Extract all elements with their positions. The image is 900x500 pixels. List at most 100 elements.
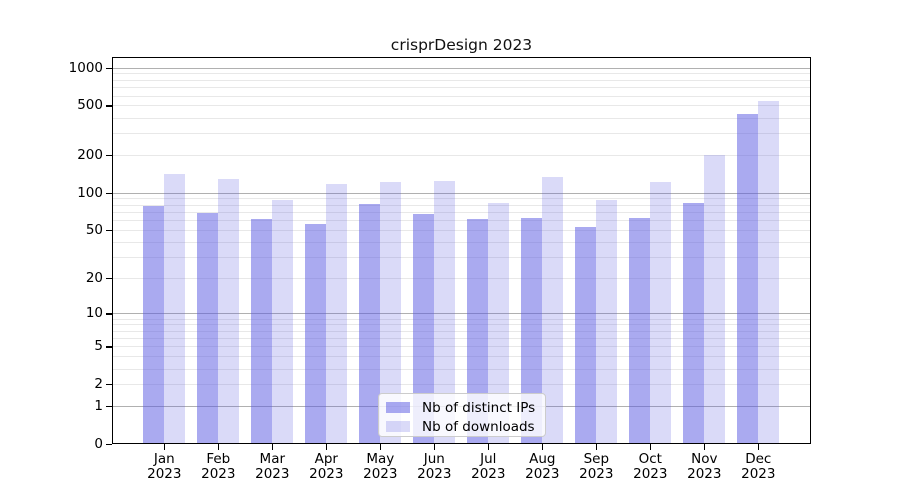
y-grid-minor-50	[112, 229, 811, 231]
bar-downloads-may	[380, 182, 402, 444]
y-grid-minor-70	[112, 211, 811, 213]
y-grid-minor-4	[112, 356, 811, 358]
y-grid-minor-40	[112, 241, 811, 243]
y-tick-label-20: 20	[85, 270, 103, 287]
legend-label-downloads: Nb of downloads	[422, 418, 535, 435]
bar-distinct-ips-may	[359, 204, 381, 444]
x-tick-month: Jun	[423, 451, 445, 467]
bar-distinct-ips-apr	[305, 223, 327, 444]
y-tick-label-10: 10	[85, 305, 103, 322]
x-tick-month: Feb	[206, 451, 231, 467]
x-tick-month: Sep	[583, 451, 610, 467]
x-tick-year: 2023	[471, 466, 506, 482]
y-tick-label-0: 0	[94, 436, 103, 452]
x-tick-month: Apr	[314, 451, 338, 467]
y-grid-minor-20	[112, 278, 811, 280]
bar-downloads-oct	[650, 181, 672, 444]
bar-downloads-dec	[758, 100, 780, 444]
y-grid-minor-30	[112, 256, 811, 258]
x-tick-month: May	[366, 451, 395, 467]
x-tick-label-jan: Jan 2023	[136, 452, 192, 482]
x-tick-aug	[542, 444, 544, 450]
legend-swatch-distinct-ips	[386, 402, 410, 413]
y-tick-label-5: 5	[94, 338, 103, 355]
grid-layer	[112, 57, 811, 444]
x-tick-label-oct: Oct 2023	[622, 452, 678, 482]
bar-distinct-ips-dec	[737, 113, 759, 444]
y-tick-500	[106, 105, 112, 107]
y-grid-major-1000	[112, 67, 811, 69]
x-tick-label-may: May 2023	[352, 452, 408, 482]
y-grid-minor-7	[112, 330, 811, 332]
bar-distinct-ips-sep	[575, 226, 597, 444]
y-grid-minor-8	[112, 324, 811, 326]
bar-downloads-mar	[272, 199, 294, 444]
x-tick-year: 2023	[633, 466, 668, 482]
y-tick-0	[106, 444, 112, 446]
legend-item-distinct-ips: Nb of distinct IPs	[386, 399, 545, 416]
y-tick-200	[106, 155, 112, 157]
x-tick-month: Oct	[638, 451, 662, 467]
legend: Nb of distinct IPs Nb of downloads	[378, 393, 546, 437]
y-tick-label-100: 100	[77, 184, 103, 201]
x-tick-label-sep: Sep 2023	[568, 452, 624, 482]
x-tick-year: 2023	[741, 466, 776, 482]
bar-distinct-ips-jan	[143, 206, 165, 444]
y-tick-2	[106, 384, 112, 386]
x-tick-jan	[164, 444, 166, 450]
y-grid-minor-3	[112, 368, 811, 370]
y-tick-label-500: 500	[77, 97, 103, 114]
legend-item-downloads: Nb of downloads	[386, 418, 545, 435]
y-grid-major-100	[112, 192, 811, 194]
x-tick-month: Dec	[745, 451, 772, 467]
y-tick-20	[106, 278, 112, 280]
x-tick-may	[380, 444, 382, 450]
x-tick-apr	[326, 444, 328, 450]
x-tick-year: 2023	[579, 466, 614, 482]
x-tick-label-feb: Feb 2023	[190, 452, 246, 482]
y-grid-minor-900	[112, 73, 811, 75]
bar-distinct-ips-jul	[467, 219, 489, 444]
bar-downloads-nov	[704, 155, 726, 444]
bar-downloads-jul	[488, 202, 510, 444]
bar-distinct-ips-oct	[629, 218, 651, 444]
y-tick-50	[106, 229, 112, 232]
y-grid-minor-2	[112, 384, 811, 386]
y-grid-minor-80	[112, 204, 811, 206]
y-tick-label-1: 1	[94, 398, 103, 415]
y-grid-minor-6	[112, 338, 811, 340]
bar-distinct-ips-jun	[413, 214, 435, 444]
bar-downloads-jan	[164, 174, 186, 444]
x-tick-month: Jul	[480, 451, 497, 467]
x-tick-jun	[434, 444, 436, 450]
bar-downloads-sep	[596, 199, 618, 444]
bar-distinct-ips-aug	[521, 218, 543, 444]
x-tick-label-apr: Apr 2023	[298, 452, 354, 482]
bar-downloads-feb	[218, 179, 240, 444]
x-tick-oct	[650, 444, 652, 450]
y-tick-label-2: 2	[94, 376, 103, 393]
x-tick-label-jun: Jun 2023	[406, 452, 462, 482]
x-tick-label-jul: Jul 2023	[460, 452, 516, 482]
y-tick-10	[106, 313, 112, 315]
legend-swatch-downloads	[386, 421, 410, 432]
x-tick-sep	[596, 444, 598, 450]
legend-label-distinct-ips: Nb of distinct IPs	[422, 399, 536, 416]
y-tick-label-50: 50	[85, 221, 103, 238]
y-grid-minor-800	[112, 79, 811, 81]
bar-distinct-ips-nov	[683, 202, 705, 444]
x-tick-label-mar: Mar 2023	[244, 452, 300, 482]
bar-downloads-aug	[542, 176, 564, 444]
x-tick-year: 2023	[147, 466, 182, 482]
x-tick-year: 2023	[309, 466, 344, 482]
x-tick-label-nov: Nov 2023	[676, 452, 732, 482]
bar-downloads-apr	[326, 183, 348, 444]
y-tick-1	[106, 406, 112, 408]
y-tick-5	[106, 346, 112, 348]
bar-downloads-jun	[434, 180, 456, 444]
y-tick-1000	[106, 67, 112, 69]
y-grid-minor-500	[112, 105, 811, 107]
y-grid-minor-60	[112, 220, 811, 222]
y-tick-label-200: 200	[77, 147, 103, 164]
